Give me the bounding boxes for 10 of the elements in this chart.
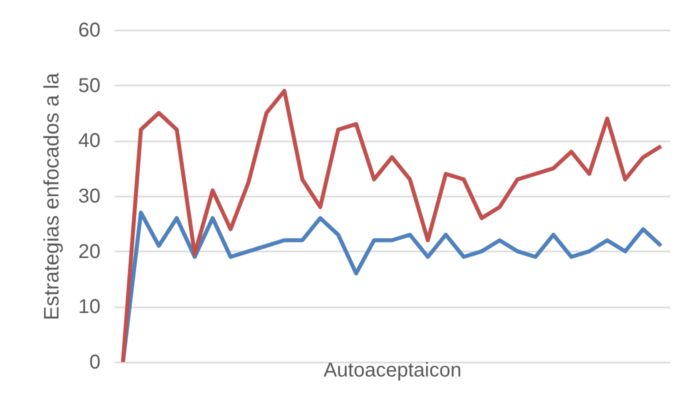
y-tick-label: 60 [78, 20, 100, 42]
y-tick-label: 30 [78, 186, 100, 208]
y-axis-title: Estrategias enfocados a la [40, 72, 64, 320]
y-tick-label: 50 [78, 74, 100, 97]
x-axis-title: Autoaceptaicon [324, 360, 462, 382]
y-tick-label: 10 [78, 296, 100, 318]
line-series [120, 88, 664, 362]
y-tick-label: 0 [89, 352, 100, 374]
y-tick-label: 40 [78, 130, 100, 152]
y-tick-label: 20 [78, 240, 100, 263]
